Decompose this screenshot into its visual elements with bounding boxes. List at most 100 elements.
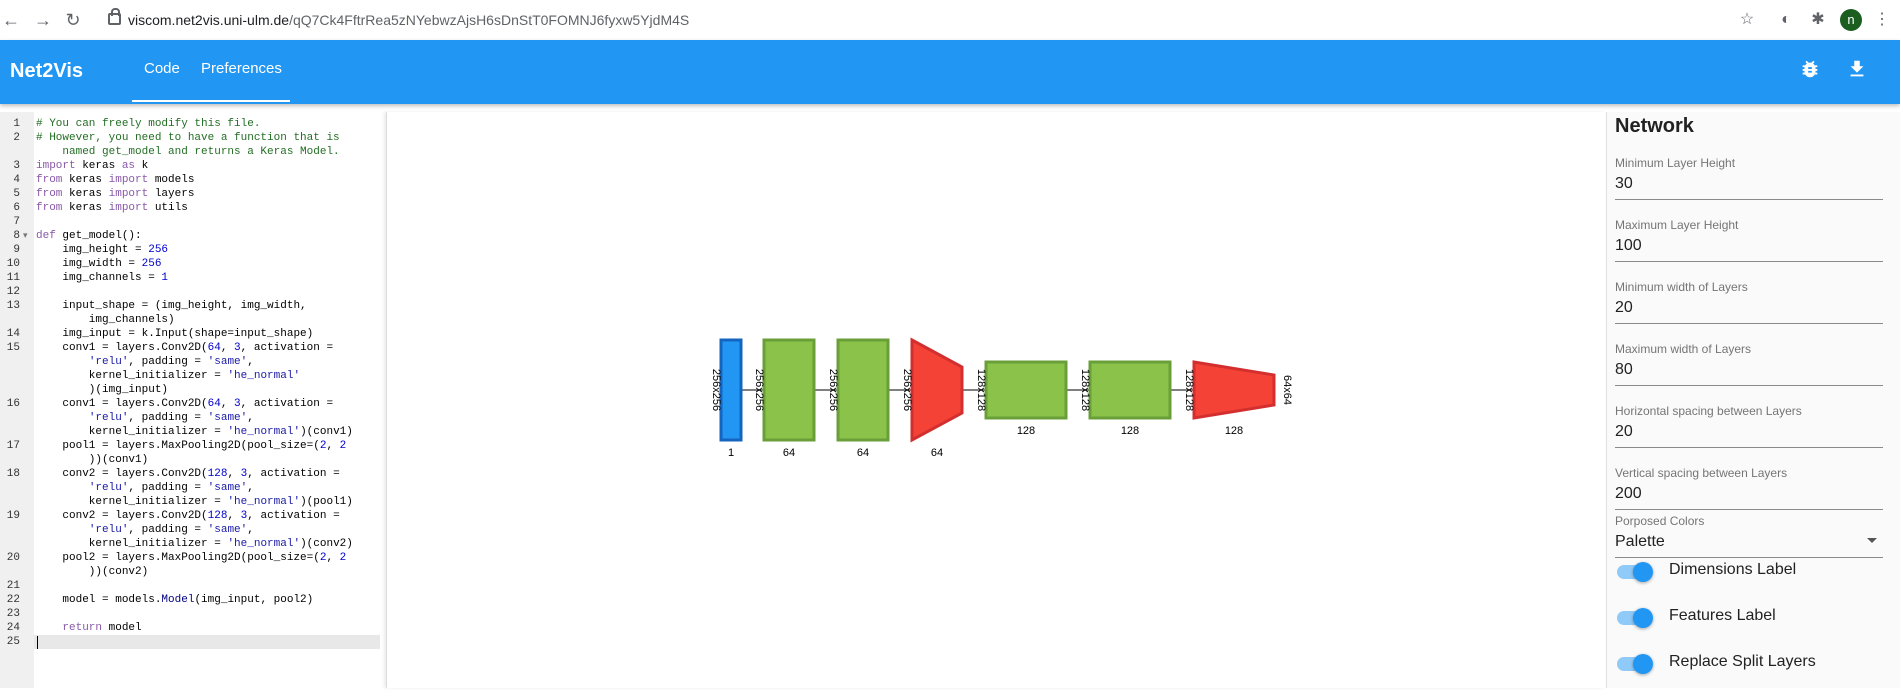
code-line[interactable]: # You can freely modify this file. <box>36 118 261 130</box>
code-line[interactable]: pool2 = layers.MaxPooling2D(pool_size=(2… <box>36 552 347 564</box>
code-editor[interactable]: 1 # You can freely modify this file. 2 # Ho… <box>0 112 380 688</box>
bookmark-star-icon[interactable]: ☆ <box>1739 11 1755 28</box>
forward-icon[interactable]: → <box>34 10 52 30</box>
code-line[interactable]: ))(conv2) <box>36 566 149 578</box>
line-number: 13 <box>6 300 20 312</box>
feature-label: 64 <box>857 447 869 459</box>
code-line[interactable]: conv2 = layers.Conv2D(128, 3, activation… <box>36 510 340 522</box>
profile-avatar[interactable]: n <box>1840 9 1862 31</box>
back-icon[interactable]: ← <box>2 10 20 30</box>
code-line[interactable]: 'relu', padding = 'same', <box>88 482 254 494</box>
field-value[interactable]: 100 <box>1615 237 1642 254</box>
fold-arrow-icon[interactable]: ▾ <box>23 231 28 241</box>
line-number: 21 <box>6 580 20 592</box>
replace-split-layers-toggle[interactable]: Replace Split Layers <box>1615 653 1885 675</box>
field-underline <box>1615 509 1883 510</box>
code-line[interactable]: img_height = 256 <box>36 244 169 256</box>
active-line-highlight <box>34 635 380 649</box>
field-label: Porposed Colors <box>1615 514 1705 528</box>
reload-icon[interactable]: ↻ <box>65 10 81 30</box>
code-line[interactable]: pool1 = layers.MaxPooling2D(pool_size=(2… <box>36 440 347 452</box>
conv-layer[interactable] <box>984 360 1068 420</box>
network-graph: 256x256 1 256x256 64 256x256 64 256x256 64 128x1… <box>710 337 1293 459</box>
features-label-toggle[interactable]: Features Label <box>1615 607 1885 629</box>
feature-label: 128 <box>1121 425 1139 437</box>
settings-title: Network <box>1615 115 1694 137</box>
code-line[interactable]: return model <box>62 622 142 634</box>
field-value[interactable]: 30 <box>1615 175 1633 192</box>
code-line[interactable]: )(img_input) <box>36 384 169 396</box>
tab-code[interactable]: Code <box>144 60 180 77</box>
field-value[interactable]: 80 <box>1615 361 1633 378</box>
code-line[interactable]: 'relu', padding = 'same', <box>88 412 254 424</box>
dimension-label: 256x256 <box>901 369 913 411</box>
app-bar: Net2Vis Code Preferences <box>0 40 1900 104</box>
tab-preferences[interactable]: Preferences <box>201 60 282 77</box>
code-line[interactable]: conv2 = layers.Conv2D(128, 3, activation… <box>36 468 340 480</box>
url-host: viscom.net2vis.uni-ulm.de <box>128 12 290 28</box>
code-line[interactable]: kernel_initializer = 'he_normal' <box>36 370 301 382</box>
dimension-label: 128x128 <box>1079 369 1091 411</box>
field-label: Maximum width of Layers <box>1615 342 1752 356</box>
address-bar[interactable]: viscom.net2vis.uni-ulm.de/qQ7Ck4FftrRea5… <box>98 6 1758 34</box>
code-line[interactable]: img_width = 256 <box>36 258 162 270</box>
toggle-thumb[interactable] <box>1633 562 1653 582</box>
more-menu-icon[interactable]: ⋮ <box>1874 11 1890 28</box>
code-line[interactable]: 'relu', padding = 'same', <box>88 356 254 368</box>
field-value[interactable]: 20 <box>1615 423 1633 440</box>
conv-layer[interactable] <box>1088 360 1172 420</box>
url-path: /qQ7Ck4FftrRea5zNYebwzAjsH6sDnStT0FOMNJ6… <box>289 12 690 28</box>
field-underline <box>1615 557 1883 558</box>
bug-icon[interactable] <box>1797 58 1823 84</box>
code-line[interactable]: def get_model(): <box>36 230 142 242</box>
code-line[interactable]: kernel_initializer = 'he_normal')(conv1) <box>36 426 353 438</box>
extension-circle-icon[interactable]: ◐ <box>1781 11 1791 28</box>
code-line[interactable]: from keras import layers <box>36 188 195 200</box>
code-line[interactable]: import keras as k <box>36 160 149 172</box>
code-line[interactable]: named get_model and returns a Keras Mode… <box>36 146 340 158</box>
field-value[interactable]: 200 <box>1615 485 1642 502</box>
code-line[interactable]: model = models.Model(img_input, pool2) <box>36 594 314 606</box>
toggle-label: Features Label <box>1669 607 1776 624</box>
toggle-thumb[interactable] <box>1633 654 1653 674</box>
select-value[interactable]: Palette <box>1615 533 1665 550</box>
download-icon[interactable] <box>1844 58 1870 84</box>
code-line[interactable]: from keras import utils <box>36 202 188 214</box>
dimension-label: 128x128 <box>1183 369 1195 411</box>
code-line[interactable]: img_channels = 1 <box>36 272 169 284</box>
conv-layer[interactable] <box>836 338 890 442</box>
code-line[interactable]: 'relu', padding = 'same', <box>88 524 254 536</box>
feature-label: 128 <box>1017 425 1035 437</box>
code-line[interactable]: # However, you need to have a function t… <box>36 132 340 144</box>
field-underline <box>1615 199 1883 200</box>
line-number: 4 <box>13 174 20 186</box>
code-line[interactable]: input_shape = (img_height, img_width, <box>36 300 307 312</box>
code-line[interactable]: ))(conv1) <box>36 454 149 466</box>
code-line[interactable]: from keras import models <box>36 174 195 186</box>
code-line[interactable]: img_input = k.Input(shape=input_shape) <box>36 328 314 340</box>
network-graph-canvas[interactable]: 256x256 1 256x256 64 256x256 64 256x256 64 128x1… <box>386 112 1605 688</box>
pooling-layer[interactable] <box>910 337 964 443</box>
code-line[interactable]: kernel_initializer = 'he_normal')(conv2) <box>36 538 353 550</box>
line-number: 2 <box>13 132 20 144</box>
line-number: 11 <box>6 272 20 284</box>
dropdown-arrow-icon[interactable] <box>1867 538 1877 543</box>
field-underline <box>1615 447 1883 448</box>
browser-toolbar: ← → ↻ viscom.net2vis.uni-ulm.de/qQ7Ck4Ff… <box>0 0 1900 41</box>
code-line[interactable]: conv1 = layers.Conv2D(64, 3, activation … <box>36 398 334 410</box>
pooling-layer[interactable] <box>1192 360 1276 420</box>
input-layer[interactable] <box>719 338 743 442</box>
toggle-thumb[interactable] <box>1633 608 1653 628</box>
code-line[interactable]: conv1 = layers.Conv2D(64, 3, activation … <box>36 342 334 354</box>
feature-label: 128 <box>1225 425 1243 437</box>
field-value[interactable]: 20 <box>1615 299 1633 316</box>
conv-layer[interactable] <box>762 338 816 442</box>
line-number: 23 <box>6 608 20 620</box>
line-number: 17 <box>6 440 20 452</box>
code-line[interactable]: img_channels) <box>36 314 175 326</box>
dimensions-label-toggle[interactable]: Dimensions Label <box>1615 561 1885 583</box>
line-number: 1 <box>13 118 20 130</box>
toggle-label: Replace Split Layers <box>1669 653 1816 670</box>
extensions-puzzle-icon[interactable]: ✱ <box>1811 11 1825 28</box>
code-line[interactable]: kernel_initializer = 'he_normal')(pool1) <box>36 496 353 508</box>
